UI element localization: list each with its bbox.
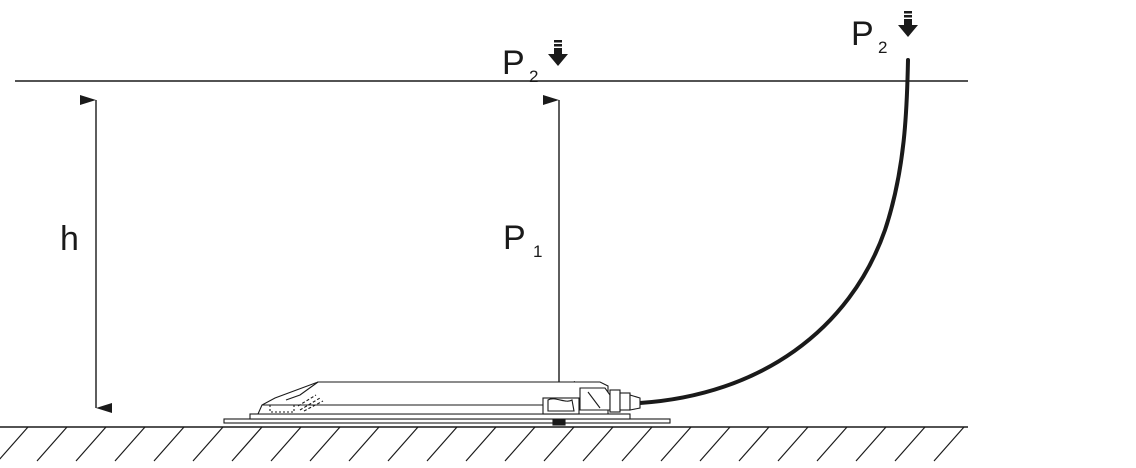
sensor-base-plate <box>223 418 671 424</box>
sensor-housing-ridge <box>285 381 319 401</box>
hatch-line <box>894 426 926 462</box>
hatch-line <box>816 426 848 462</box>
p2-label-cable-main: P <box>851 15 874 53</box>
hatch-line <box>660 426 692 462</box>
hatch-line <box>582 426 614 462</box>
hatch-line <box>855 426 887 462</box>
cable-gland-body <box>579 387 611 411</box>
hatch-line <box>36 426 68 462</box>
p2-label-cable: P 2 <box>851 11 918 57</box>
hatch-line <box>0 426 29 460</box>
measuring-cell <box>542 397 580 415</box>
p1-label-sub: 1 <box>533 242 542 261</box>
hatch-line <box>465 426 497 462</box>
p2-label-surface-sub: 2 <box>529 67 538 86</box>
down-arrow-icon <box>548 40 568 66</box>
hatch-line <box>933 426 965 462</box>
hatch-line <box>738 426 770 462</box>
hatch-line <box>231 426 263 462</box>
cable-gland-nut-1 <box>609 389 621 413</box>
hatch-line <box>777 426 809 462</box>
hatch-line <box>192 426 224 462</box>
hatch-line <box>75 426 107 462</box>
p2-label-cable-sub: 2 <box>878 38 887 57</box>
sensor-footing <box>249 413 631 420</box>
ground-hatching <box>0 426 965 462</box>
sensor-cable <box>638 58 910 405</box>
p1-label: P 1 <box>503 219 542 261</box>
hatch-line <box>699 426 731 462</box>
p2-label-surface-main: P <box>502 44 525 82</box>
cable-gland-tip <box>629 394 641 411</box>
pressure-sensor <box>223 381 671 426</box>
hatch-line <box>426 426 458 462</box>
hatch-line <box>543 426 575 462</box>
p1-label-main: P <box>503 219 526 257</box>
hatch-line <box>309 426 341 462</box>
hatch-line <box>504 426 536 462</box>
hatch-line <box>153 426 185 462</box>
sensor-port <box>552 419 566 426</box>
height-label: h <box>60 220 79 258</box>
hatch-line <box>270 426 302 462</box>
down-arrow-icon <box>898 11 918 37</box>
measuring-cell-detail <box>547 398 575 412</box>
hatch-line <box>621 426 653 462</box>
hatch-line <box>387 426 419 462</box>
sensor-marking-2 <box>297 394 324 412</box>
sensor-marking-1 <box>269 404 295 413</box>
p2-label-surface: P 2 <box>502 40 568 86</box>
cable-gland-nut-2 <box>619 392 631 411</box>
cable-gland-detail <box>587 391 601 409</box>
hatch-line <box>114 426 146 462</box>
hatch-line <box>348 426 380 462</box>
